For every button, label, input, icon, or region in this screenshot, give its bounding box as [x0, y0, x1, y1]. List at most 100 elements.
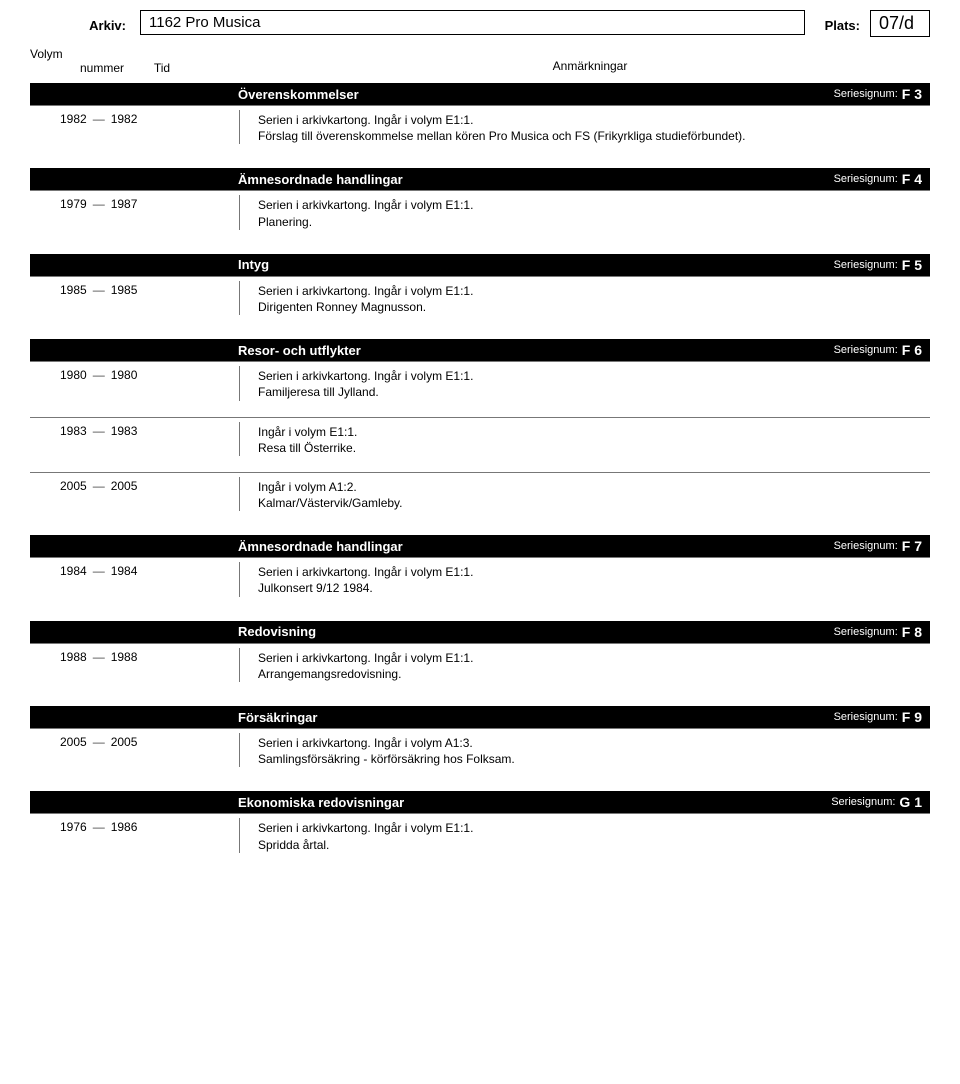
year-to: 1985	[111, 283, 138, 297]
entry-years: 1985 — 1985	[30, 281, 240, 315]
year-to: 1987	[111, 197, 138, 211]
year-dash: —	[93, 735, 105, 749]
year-dash: —	[93, 820, 105, 834]
section-header: Ekonomiska redovisningarSeriesignum: G 1	[30, 791, 930, 813]
series-signum: F 7	[902, 538, 922, 554]
volym-column-header: Volym nummer Tid	[30, 47, 250, 75]
section-header: RedovisningSeriesignum: F 8	[30, 621, 930, 643]
entry-row: 1976 — 1986 Serien i arkivkartong. Ingår i …	[30, 813, 930, 868]
header-row: Arkiv: 1162 Pro Musica Plats: 07/d	[30, 10, 930, 37]
section-header: FörsäkringarSeriesignum: F 9	[30, 706, 930, 728]
entry-row: 1979 — 1987 Serien i arkivkartong. Ingår i …	[30, 190, 930, 245]
section-header: Resor- och utflykterSeriesignum: F 6	[30, 339, 930, 361]
year-to: 1982	[111, 112, 138, 126]
sections-container: ÖverenskommelserSeriesignum: F 31982—198…	[30, 83, 930, 869]
series-label: Seriesignum:	[834, 344, 898, 356]
entry-text: Serien i arkivkartong. Ingår i volym E1:…	[240, 110, 930, 144]
year-to: 1986	[111, 820, 138, 834]
year-from: 1980	[60, 368, 87, 382]
entry-row: 1988 — 1988 Serien i arkivkartong. Ingår i …	[30, 643, 930, 698]
entry-years: 1979 — 1987	[30, 195, 240, 229]
year-dash: —	[93, 650, 105, 664]
year-dash: —	[93, 479, 105, 493]
entry-years: 1983 — 1983	[30, 422, 240, 456]
year-to: 1988	[111, 650, 138, 664]
section-title: Överenskommelser	[38, 87, 834, 102]
section-header: ÖverenskommelserSeriesignum: F 3	[30, 83, 930, 105]
series-label: Seriesignum:	[834, 173, 898, 185]
entry-row: 2005 — 2005 Ingår i volym A1:2.Kalmar/Väste…	[30, 472, 930, 527]
year-dash: —	[93, 368, 105, 382]
volym-label-1: Volym	[30, 47, 250, 61]
entry-text: Serien i arkivkartong. Ingår i volym E1:…	[240, 562, 930, 596]
sub-header: Volym nummer Tid Anmärkningar	[30, 47, 930, 75]
series-signum: F 9	[902, 709, 922, 725]
plats-value: 07/d	[870, 10, 930, 37]
year-to: 1983	[111, 424, 138, 438]
entry-row: 1984—1984Serien i arkivkartong. Ingår i …	[30, 557, 930, 612]
series-signum: F 5	[902, 257, 922, 273]
series-signum: G 1	[899, 794, 922, 810]
year-to: 1980	[111, 368, 138, 382]
year-to: 2005	[111, 735, 138, 749]
section-title: Intyg	[38, 257, 834, 272]
entry-years: 2005 — 2005	[30, 477, 240, 511]
entry-row: 1980 — 1980 Serien i arkivkartong. Ingår i …	[30, 361, 930, 416]
section-header: Ämnesordnade handlingarSeriesignum: F 7	[30, 535, 930, 557]
arkiv-value: 1162 Pro Musica	[140, 10, 805, 35]
section-title: Ekonomiska redovisningar	[38, 795, 831, 810]
entry-text: Serien i arkivkartong. Ingår i volym E1:…	[240, 281, 930, 315]
series-signum: F 8	[902, 624, 922, 640]
year-from: 1984	[60, 564, 87, 578]
entry-years: 1980 — 1980	[30, 366, 240, 400]
year-dash: —	[93, 424, 105, 438]
entry-text: Serien i arkivkartong. Ingår i volym E1:…	[240, 818, 930, 852]
entry-row: 1985 — 1985 Serien i arkivkartong. Ingår i …	[30, 276, 930, 331]
year-from: 2005	[60, 735, 87, 749]
plats-label: Plats:	[825, 10, 870, 33]
entry-years: 2005 — 2005	[30, 733, 240, 767]
series-label: Seriesignum:	[834, 259, 898, 271]
series-signum: F 4	[902, 171, 922, 187]
section-title: Ämnesordnade handlingar	[38, 539, 834, 554]
section-title: Försäkringar	[38, 710, 834, 725]
entry-years: 1982 — 1982	[30, 110, 240, 144]
series-signum: F 6	[902, 342, 922, 358]
year-dash: —	[93, 283, 105, 297]
entry-row: 2005 — 2005 Serien i arkivkartong. Ingår i …	[30, 728, 930, 783]
entry-text: Ingår i volym A1:2.Kalmar/Västervik/Gaml…	[240, 477, 930, 511]
entry-row: 1982 — 1982 Serien i arkivkartong. Ingår i …	[30, 105, 930, 160]
section-header: IntygSeriesignum: F 5	[30, 254, 930, 276]
series-label: Seriesignum:	[834, 711, 898, 723]
year-from: 1979	[60, 197, 87, 211]
tid-label: Tid	[154, 61, 170, 75]
entry-text: Serien i arkivkartong. Ingår i volym A1:…	[240, 733, 930, 767]
year-from: 1983	[60, 424, 87, 438]
year-from: 2005	[60, 479, 87, 493]
section-header: Ämnesordnade handlingarSeriesignum: F 4	[30, 168, 930, 190]
year-dash: —	[93, 197, 105, 211]
entry-text: Serien i arkivkartong. Ingår i volym E1:…	[240, 366, 930, 400]
section-title: Ämnesordnade handlingar	[38, 172, 834, 187]
volym-label-2: nummer	[80, 61, 124, 75]
section-title: Redovisning	[38, 624, 834, 639]
entry-years: 1976 — 1986	[30, 818, 240, 852]
year-from: 1976	[60, 820, 87, 834]
entry-years: 1984—1984	[30, 562, 240, 596]
arkiv-label: Arkiv:	[30, 10, 140, 33]
series-label: Seriesignum:	[834, 88, 898, 100]
entry-years: 1988 — 1988	[30, 648, 240, 682]
entry-text: Serien i arkivkartong. Ingår i volym E1:…	[240, 648, 930, 682]
series-label: Seriesignum:	[834, 626, 898, 638]
series-signum: F 3	[902, 86, 922, 102]
entry-row: 1983 — 1983 Ingår i volym E1:1.Resa till Ös…	[30, 417, 930, 472]
year-from: 1988	[60, 650, 87, 664]
year-to: 2005	[111, 479, 138, 493]
series-label: Seriesignum:	[831, 796, 895, 808]
year-dash: —	[93, 564, 105, 578]
year-from: 1982	[60, 112, 87, 126]
entry-text: Ingår i volym E1:1.Resa till Österrike.	[240, 422, 930, 456]
year-from: 1985	[60, 283, 87, 297]
year-dash: —	[93, 112, 105, 126]
entry-text: Serien i arkivkartong. Ingår i volym E1:…	[240, 195, 930, 229]
